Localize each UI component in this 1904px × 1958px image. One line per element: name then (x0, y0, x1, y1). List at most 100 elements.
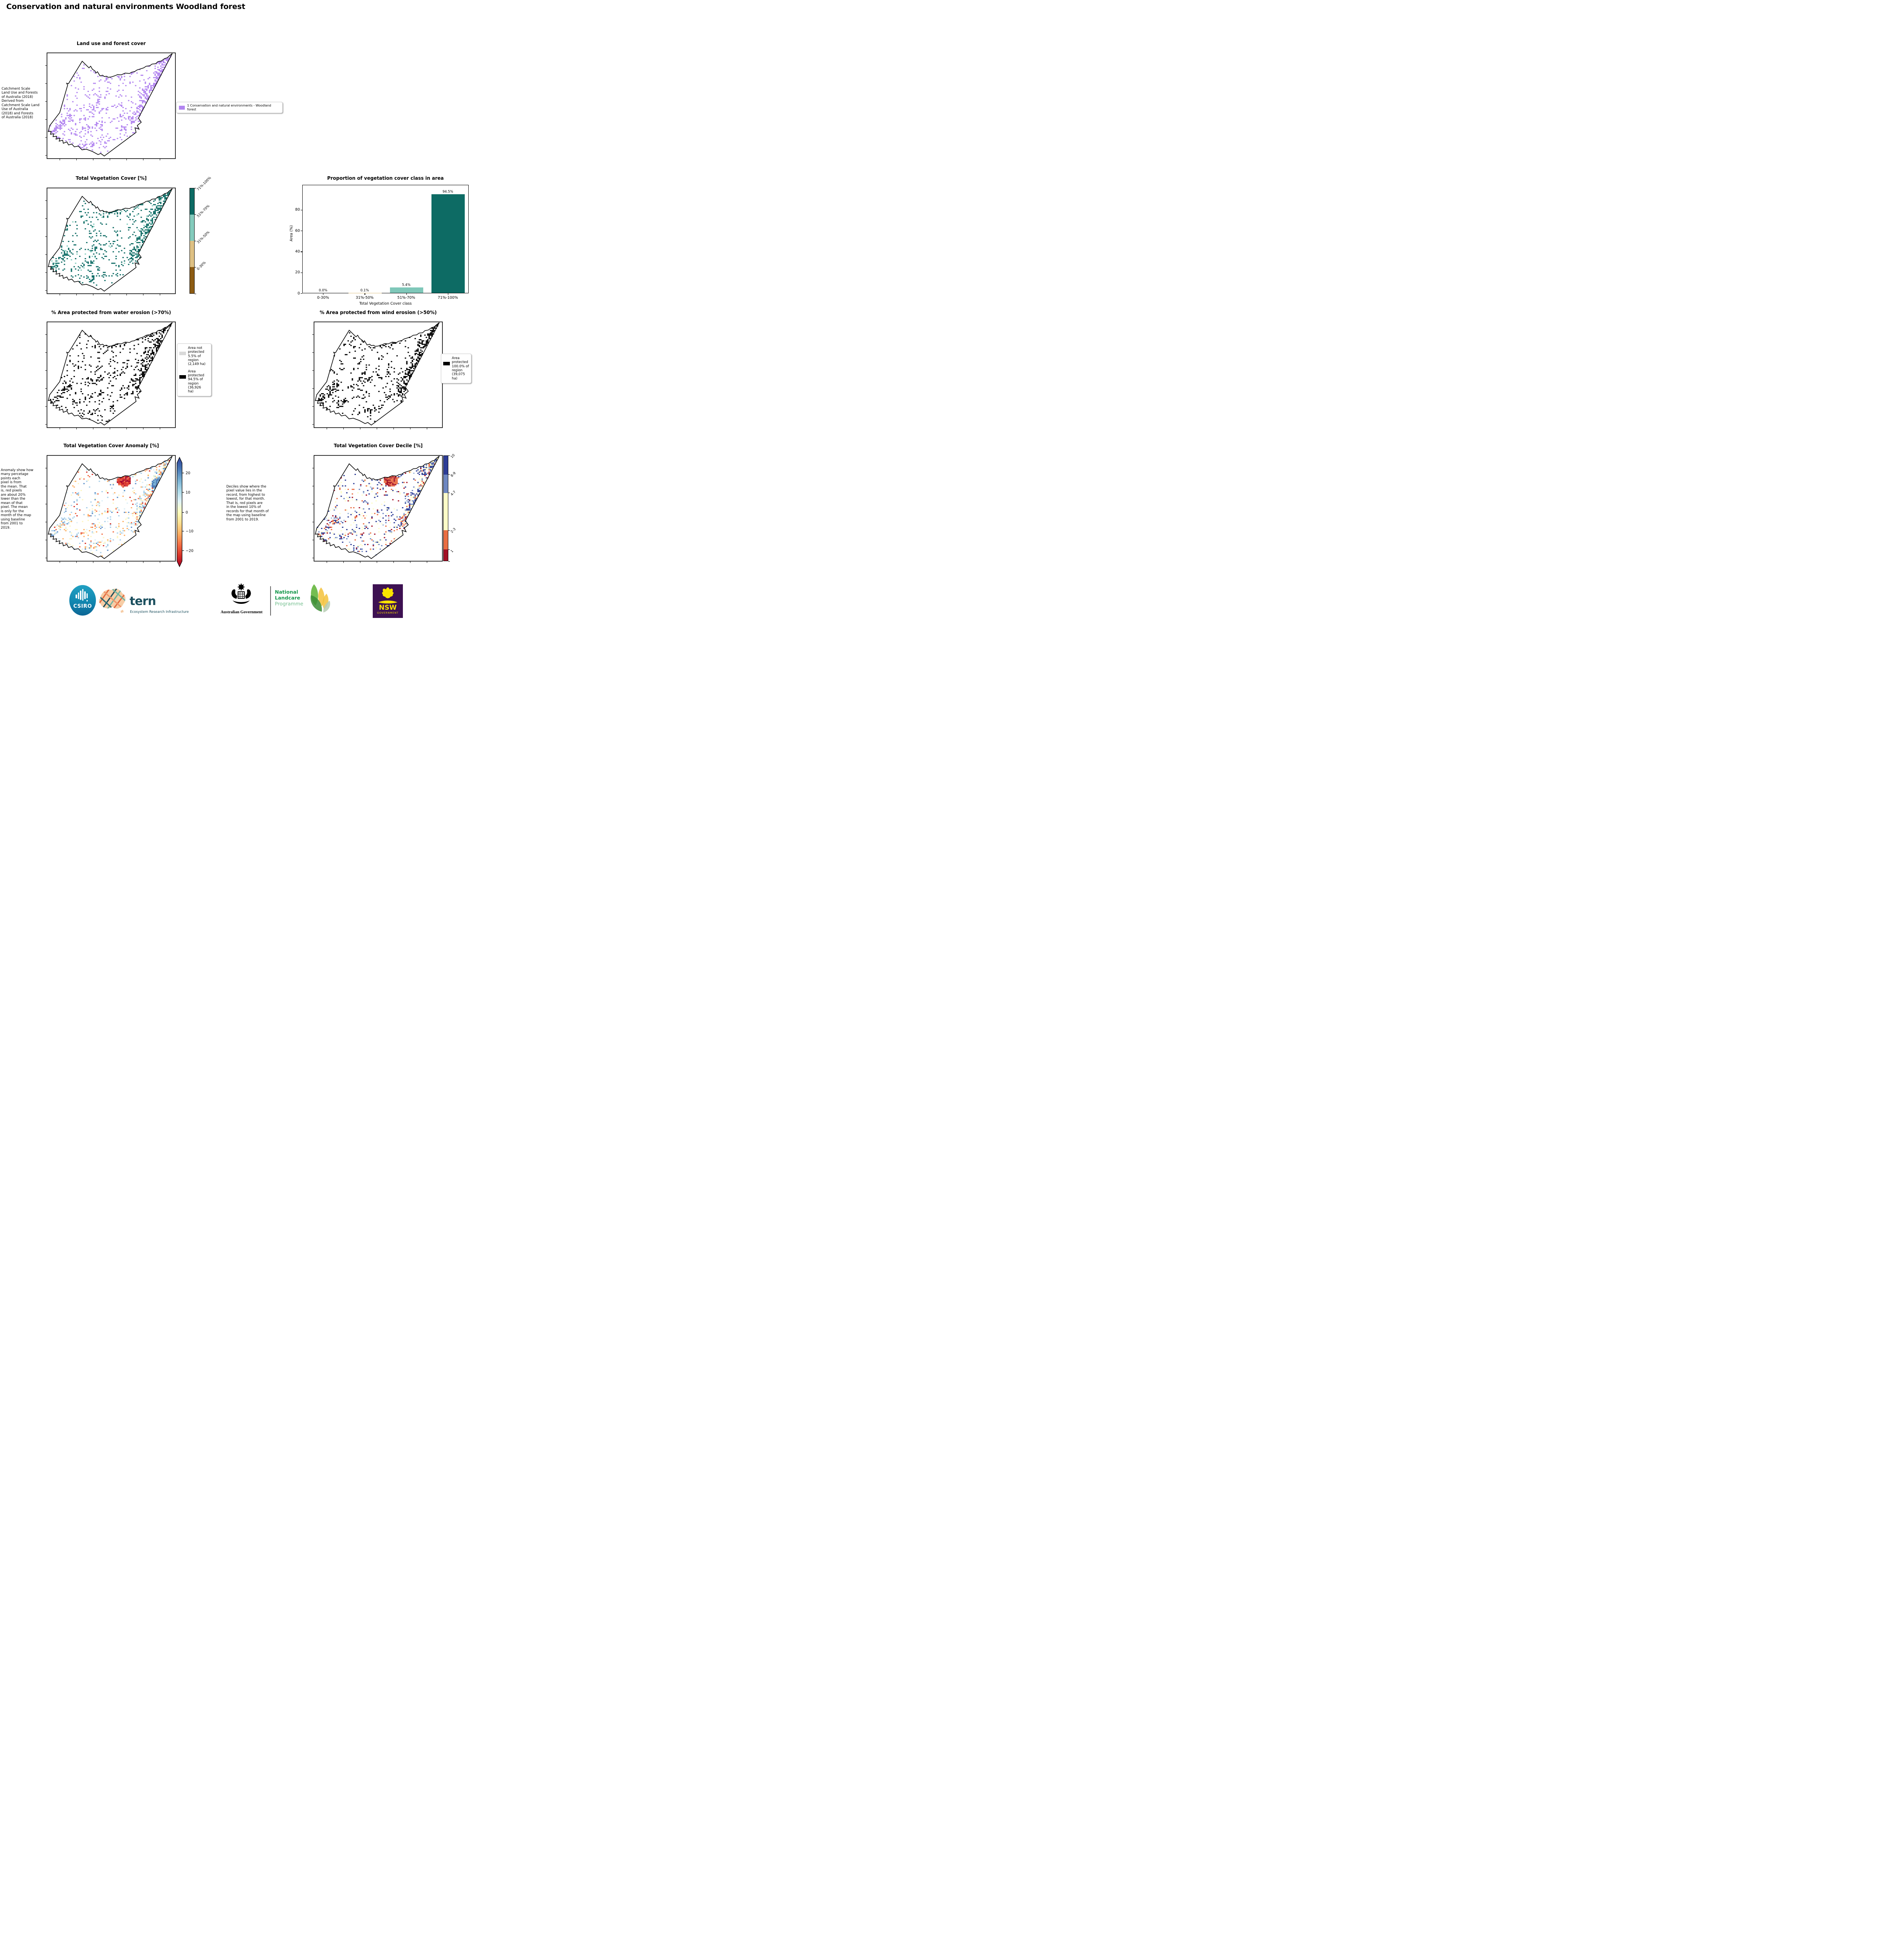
water-erosion-legend: Area not protected 5.5% of region (2,149… (177, 343, 211, 397)
vegcover-colorbar-segment (190, 215, 194, 241)
decile-colorbar-tick (448, 530, 450, 531)
anomaly-colorbar: 20 10 0 −10 −20 (177, 457, 193, 567)
y-tick-label: 60 (295, 228, 300, 233)
nsw-logo-subtitle: GOVERNMENT (377, 612, 399, 614)
csiro-wave-bar (84, 591, 86, 599)
water-erosion-title: % Area protected from water erosion (>70… (51, 310, 171, 315)
anomaly-colorbar-ticklabel: −10 (186, 529, 193, 534)
proportion-chart-title: Proportion of vegetation cover class in … (327, 175, 444, 181)
anomaly-colorbar-ticklabel: 0 (186, 511, 188, 515)
tern-logo-label: tern (130, 594, 156, 608)
decile-colorbar-segment (444, 493, 448, 530)
vegcover-colorbar-segment (190, 188, 194, 215)
x-tick-label: 71%-100% (438, 296, 458, 300)
map-axis-ticks (45, 334, 161, 430)
decile-colorbar-segment (444, 549, 448, 561)
csiro-wave-bar (80, 591, 81, 600)
vegcover-colorbar-label: 0-30% (196, 260, 207, 271)
water-legend-entry: Area not protected 5.5% of region (2,149… (179, 346, 209, 367)
vegcover-colorbar-label: 71%-100% (196, 176, 212, 192)
wind-legend-swatch (443, 362, 450, 365)
vegcover-colorbar-label: 31%-50% (196, 230, 211, 245)
anomaly-colorbar-bar (177, 457, 182, 567)
bar-71%-100% (431, 194, 465, 293)
decile-colorbar-tick (448, 455, 450, 456)
decile-colorbar-label: 4-7 (450, 490, 457, 497)
vegcover-title: Total Vegetation Cover [%] (76, 175, 147, 181)
anomaly-map (45, 455, 176, 563)
bar-51%-70% (390, 287, 424, 293)
landuse-legend-label: 1 Conservation and natural environments … (187, 104, 271, 111)
water-legend-swatch (179, 375, 186, 379)
catchment-boundary (48, 455, 173, 559)
australian-government-crest (231, 583, 251, 604)
map-pixels (51, 459, 171, 557)
y-tick-label: 0 (297, 291, 300, 296)
catchment-boundary (48, 188, 173, 292)
landcare-label-line1: National (275, 589, 298, 595)
x-tick-label: 31%-50% (356, 296, 374, 300)
bar-value-label: 94.5% (442, 190, 453, 194)
nsw-government-logo: NSW GOVERNMENT (373, 584, 403, 618)
x-tick-label: 0-30% (317, 296, 329, 300)
wind-legend-entry: Area protected 100.0% of region (39,075 … (443, 356, 469, 381)
decile-colorbar-label: 10 (450, 453, 456, 459)
landuse-legend: 1 Conservation and natural environments … (176, 102, 283, 114)
page-title: Conservation and natural environments Wo… (6, 2, 245, 11)
map-pixels (48, 55, 171, 153)
x-tick-label: 51%-70% (397, 296, 415, 300)
landuse-title: Land use and forest cover (76, 41, 146, 46)
vegcover-map (45, 188, 176, 296)
map-axis-ticks (45, 65, 161, 161)
decile-colorbar-label: 8-9 (450, 471, 457, 478)
x-axis-label: Total Vegetation Cover class (359, 302, 412, 306)
report-page: Conservation and natural environments Wo… (0, 0, 476, 619)
y-tick-label: 40 (295, 249, 300, 254)
decile-colorbar-bar (443, 455, 448, 561)
footer-divider (270, 586, 271, 616)
bar-chart-axes (302, 185, 469, 293)
map-frame (314, 455, 443, 562)
wind-legend-label: Area protected 100.0% of region (39,075 … (452, 356, 469, 381)
wind-erosion-legend: Area protected 100.0% of region (39,075 … (441, 354, 471, 383)
y-tick-label: 20 (295, 270, 300, 275)
water-legend-swatch (179, 352, 186, 355)
map-frame (47, 188, 176, 294)
aboriginal-australia-art (99, 589, 126, 613)
decile-map (312, 455, 443, 563)
csiro-wave-dot (86, 600, 88, 601)
map-pixels (50, 324, 171, 422)
anomaly-title: Total Vegetation Cover Anomaly [%] (63, 443, 159, 448)
map-frame (47, 322, 176, 428)
landuse-map (45, 52, 176, 161)
map-axis-ticks (45, 200, 161, 296)
anomaly-colorbar-ticklabel: −20 (186, 549, 193, 553)
y-tick-label: 80 (295, 208, 300, 212)
csiro-wave-bar (76, 594, 77, 598)
map-frame (47, 455, 176, 562)
tern-logo-subtitle: Ecosystem Research Infrastructure (130, 610, 189, 614)
anomaly-note: Anomaly show how many percetage points e… (1, 468, 34, 530)
csiro-wave-bar (82, 589, 83, 601)
vegcover-colorbar-segment (190, 267, 194, 293)
bar-value-label: 0.0% (319, 289, 328, 293)
landcare-label-line2: Landcare (275, 595, 300, 601)
decile-note: Deciles show where the pixel value lies … (226, 485, 269, 522)
water-erosion-map (45, 322, 176, 430)
catchment-boundary (315, 455, 440, 559)
landcare-leaves-icon (310, 584, 330, 612)
wind-erosion-map (312, 322, 443, 430)
vegcover-colorbar-tick (195, 214, 196, 215)
y-tick (301, 251, 302, 252)
nsw-logo-label: NSW (379, 604, 397, 612)
y-axis-label: Area (%) (289, 225, 294, 241)
decile-colorbar-segment (444, 530, 448, 549)
decile-colorbar-label: 2-3 (450, 527, 457, 534)
csiro-logo-label: CSIRO (73, 603, 92, 609)
map-frame (47, 52, 176, 159)
csiro-logo: CSIRO (69, 585, 96, 616)
vegcover-colorbar-label: 51%-70% (196, 204, 211, 219)
catchment-boundary (48, 53, 173, 157)
map-axis-ticks (312, 334, 428, 430)
decile-colorbar-tick (448, 561, 450, 562)
